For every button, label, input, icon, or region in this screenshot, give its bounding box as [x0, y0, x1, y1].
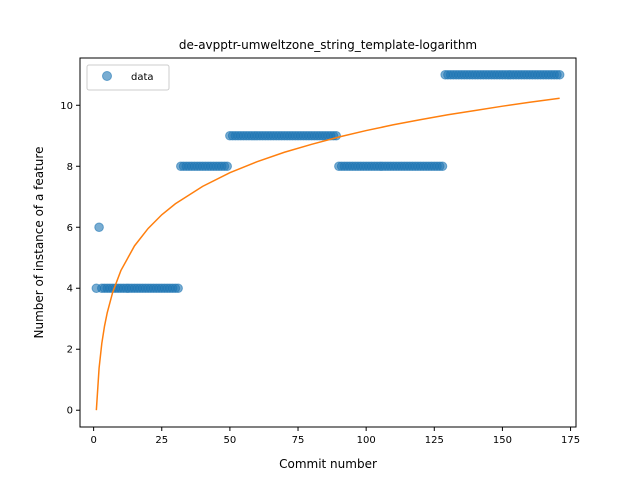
x-tick-label: 100: [357, 435, 376, 446]
y-tick-label: 6: [67, 223, 73, 234]
legend-box: [86, 64, 170, 91]
x-tick-label: 0: [90, 435, 96, 446]
y-tick-label: 10: [60, 101, 73, 112]
y-tick-label: 2: [67, 345, 73, 356]
data-point: [222, 161, 232, 172]
y-tick-label: 4: [67, 284, 73, 295]
y-axis-label: Number of instance of a feature: [32, 147, 46, 339]
x-tick-label: 125: [425, 435, 444, 446]
legend-label: data: [131, 72, 154, 83]
x-tick-label: 50: [224, 435, 237, 446]
chart-title: de-avpptr-umweltzone_string_template-log…: [179, 38, 477, 52]
data-point: [554, 69, 565, 80]
legend-marker: [102, 71, 112, 81]
data-point: [173, 283, 183, 294]
fit-line: [95, 97, 560, 411]
x-tick-label: 150: [493, 435, 512, 446]
legend: data: [86, 64, 170, 91]
y-tick-label: 0: [67, 406, 73, 417]
x-tick-label: 75: [292, 435, 305, 446]
x-tick-label: 25: [155, 435, 168, 446]
plot-frame: [79, 57, 577, 428]
x-tick-label: 175: [561, 435, 580, 446]
y-tick-label: 8: [67, 162, 73, 173]
data-point: [94, 222, 104, 233]
x-axis-label: Commit number: [279, 457, 377, 471]
data-point: [437, 161, 448, 172]
